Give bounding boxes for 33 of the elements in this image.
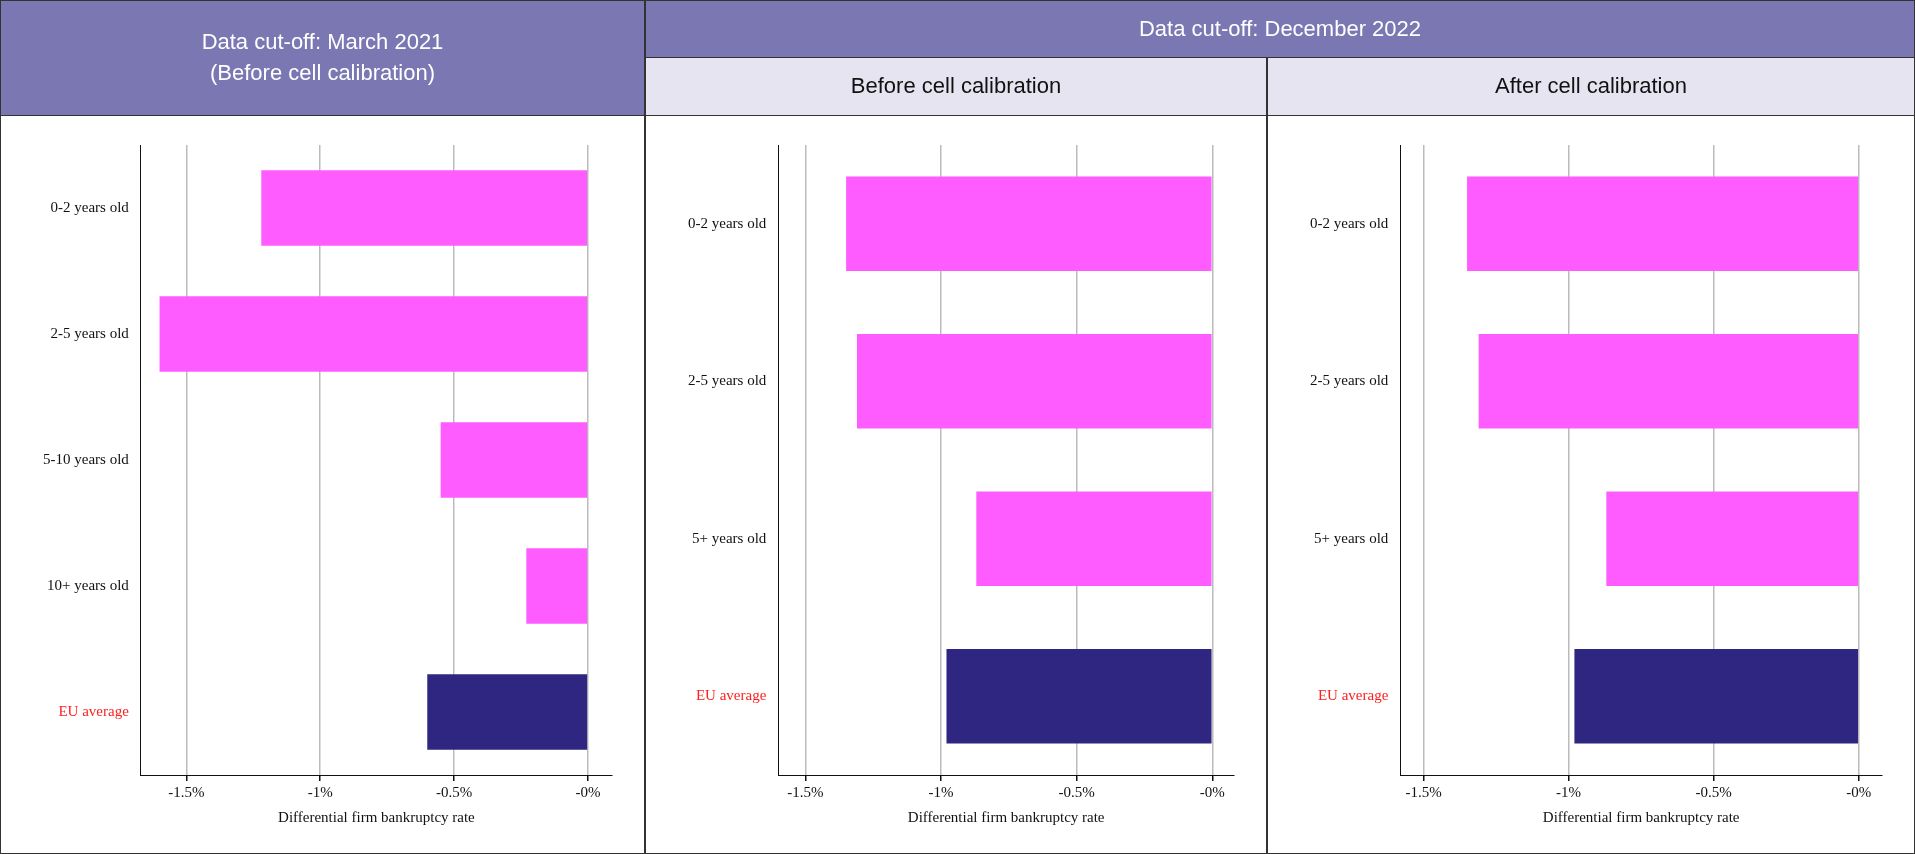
y-tick-label: EU average — [1317, 687, 1389, 704]
x-tick-label: -1.5% — [168, 783, 205, 800]
y-tick-label: 2-5 years old — [688, 372, 767, 389]
y-tick-label: 0-2 years old — [1310, 214, 1389, 231]
y-tick-label: 2-5 years old — [50, 324, 130, 341]
chart-subtitle: After cell calibration — [1267, 57, 1915, 116]
y-tick-label: EU average — [58, 702, 130, 719]
y-tick-label: 5-10 years old — [43, 450, 130, 467]
x-tick-label: -0% — [575, 783, 601, 800]
x-tick-label: -0% — [1199, 783, 1225, 800]
x-tick-label: -0.5% — [1058, 783, 1095, 800]
y-tick-label: 2-5 years old — [1310, 372, 1389, 389]
chart-subtitle: (Before cell calibration) — [210, 60, 435, 85]
y-tick-label: 5+ years old — [692, 529, 767, 546]
x-tick-label: -1% — [307, 783, 333, 800]
x-tick-label: -0.5% — [1695, 783, 1732, 800]
y-tick-label: 10+ years old — [47, 576, 130, 593]
x-tick-label: -0.5% — [435, 783, 473, 800]
x-tick-label: -0% — [1846, 783, 1872, 800]
x-axis-title: Differential firm bankruptcy rate — [1542, 808, 1740, 825]
text: Data cut-off: December 2022 — [645, 0, 1915, 58]
x-axis-title: Differential firm bankruptcy rate — [907, 808, 1105, 825]
x-axis-title: Differential firm bankruptcy rate — [278, 808, 476, 825]
x-tick-label: -1.5% — [787, 783, 824, 800]
y-tick-label: 0-2 years old — [688, 214, 767, 231]
x-tick-label: -1% — [928, 783, 954, 800]
x-tick-label: -1.5% — [1405, 783, 1442, 800]
chart-subtitle: Before cell calibration — [645, 57, 1267, 116]
chart-title: Data cut-off: March 2021 — [201, 29, 444, 55]
y-tick-label: 0-2 years old — [50, 198, 130, 215]
y-tick-label: EU average — [695, 687, 767, 704]
x-tick-label: -1% — [1556, 783, 1582, 800]
y-tick-label: 5+ years old — [1314, 529, 1389, 546]
